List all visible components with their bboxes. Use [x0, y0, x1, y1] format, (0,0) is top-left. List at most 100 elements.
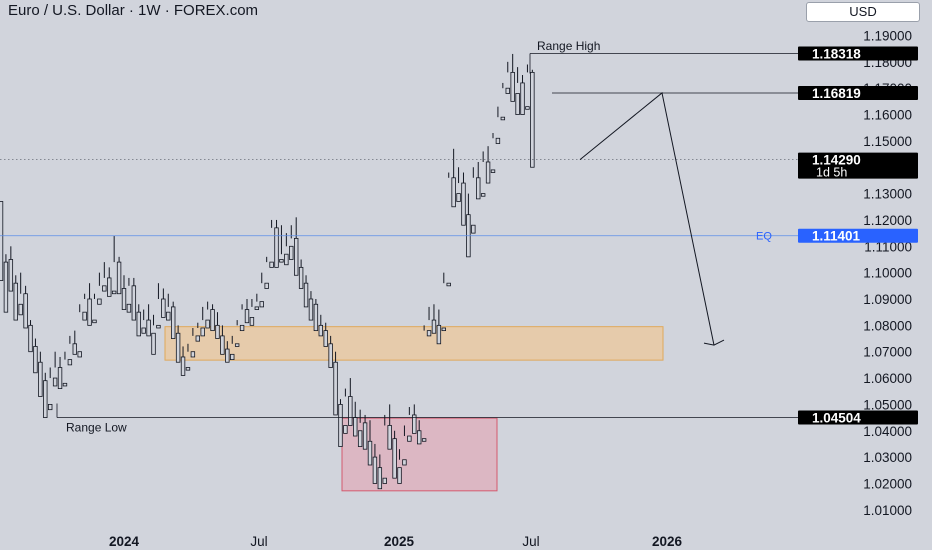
candle-down — [303, 282, 309, 308]
candle-down — [392, 438, 397, 479]
candle-down — [28, 324, 33, 353]
candle-down — [57, 367, 63, 389]
candle-down — [328, 343, 333, 368]
y-tick-label: 1.02000 — [863, 476, 912, 491]
candle-down — [156, 324, 161, 329]
y-tick-label: 1.16000 — [863, 108, 912, 123]
candle-down — [161, 298, 166, 318]
candle-down — [318, 324, 323, 337]
candle-down — [259, 301, 264, 308]
candle-down — [131, 285, 137, 321]
candle-down — [33, 346, 38, 374]
candle-down — [431, 319, 437, 334]
candle-down — [353, 417, 358, 437]
candle-down — [515, 93, 520, 115]
candle-down — [244, 309, 250, 324]
candle-down — [284, 253, 289, 266]
y-tick-label: 1.05000 — [863, 397, 912, 412]
candle-down — [52, 377, 58, 387]
candle-down — [372, 456, 378, 484]
candle-down — [67, 359, 73, 366]
candle-down — [18, 303, 23, 316]
y-tick-label: 1.01000 — [863, 503, 912, 518]
candle-down — [225, 348, 230, 363]
candle-down — [170, 306, 176, 339]
candle-down — [111, 290, 117, 295]
candle-down — [362, 422, 368, 450]
candle-down — [121, 288, 127, 310]
chart-title: Euro / U.S. Dollar · 1W · FOREX.com — [8, 2, 259, 19]
candle-down — [338, 403, 343, 447]
candle-down — [175, 332, 181, 363]
y-tick-label: 1.13000 — [863, 187, 912, 202]
candle-down — [323, 330, 328, 347]
candle-down — [13, 282, 18, 321]
candle-down — [220, 335, 225, 355]
y-tick-label: 1.12000 — [863, 213, 912, 228]
candle-down — [525, 106, 530, 110]
candle-down — [210, 309, 215, 332]
candle-down — [461, 182, 466, 226]
candle-down — [279, 259, 284, 263]
candle-down — [151, 332, 156, 355]
range-low-price-label: 1.04504 — [812, 410, 861, 425]
currency-selector[interactable]: USD — [806, 2, 920, 22]
candle-down — [510, 71, 515, 102]
y-tick-label: 1.09000 — [863, 292, 912, 307]
candle-down — [367, 440, 373, 466]
x-tick-label: 2025 — [384, 534, 415, 549]
candle-down — [77, 351, 82, 358]
candle-down — [38, 361, 43, 397]
candle-down — [505, 87, 510, 94]
range-high-label: Range High — [537, 39, 600, 53]
range-high-price-label: 1.18318 — [812, 46, 861, 61]
candle-down — [264, 282, 269, 289]
candle-down — [141, 327, 146, 334]
candle-down — [234, 343, 240, 347]
candle-down — [357, 430, 363, 447]
candle-down — [308, 298, 314, 321]
candle-down — [343, 425, 348, 434]
y-tick-label: 1.11000 — [864, 239, 912, 254]
candle-down — [387, 425, 392, 450]
y-tick-label: 1.10000 — [863, 266, 912, 281]
candle-down — [62, 382, 68, 387]
candle-down — [269, 261, 274, 268]
candle-down — [426, 330, 432, 337]
y-tick-label: 1.06000 — [863, 371, 912, 386]
candle-down — [500, 116, 506, 121]
candle-down — [298, 266, 304, 289]
candle-down — [200, 327, 205, 337]
candle-down — [274, 227, 279, 268]
candle-down — [215, 324, 220, 339]
candle-down — [92, 319, 97, 324]
candle-down — [382, 477, 387, 484]
candle-down — [102, 285, 107, 292]
candle-down — [348, 396, 353, 426]
candle-down — [407, 435, 412, 442]
last-price-countdown: 1d 5h — [816, 166, 847, 180]
candle-down — [82, 311, 87, 321]
candle-down — [87, 298, 92, 326]
candle-down — [397, 467, 402, 484]
candle-down — [239, 324, 245, 332]
candle-down — [180, 356, 186, 376]
y-tick-label: 1.03000 — [863, 450, 912, 465]
candle-down — [289, 245, 294, 260]
candle-down — [495, 137, 501, 144]
candle-down — [48, 403, 53, 411]
candle-down — [416, 430, 422, 445]
candle-down — [249, 317, 255, 326]
candle-down — [43, 380, 48, 418]
order-block-zone — [164, 326, 664, 361]
candle-down — [190, 351, 196, 358]
x-tick-label: Jul — [522, 534, 539, 549]
candle-down — [530, 71, 535, 168]
candle-down — [254, 306, 260, 310]
candle-down — [8, 259, 14, 292]
candle-down — [0, 201, 4, 281]
candle-down — [446, 282, 451, 287]
projection-path — [579, 92, 715, 346]
candle-down — [97, 298, 102, 305]
